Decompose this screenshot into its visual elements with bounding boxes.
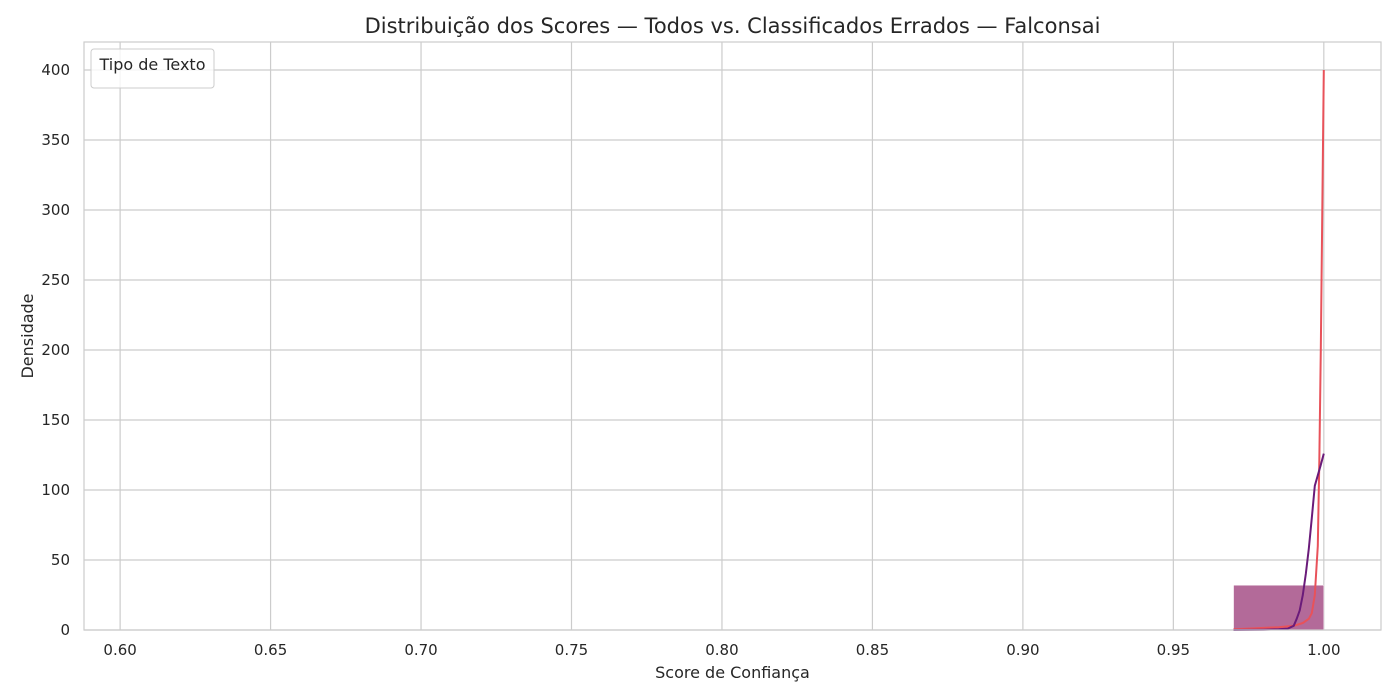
x-tick-label: 0.95 (1157, 641, 1190, 659)
y-tick-label: 300 (41, 201, 70, 219)
y-tick-label: 200 (41, 341, 70, 359)
plot-frame (83, 41, 1382, 631)
legend-box (90, 48, 215, 89)
kde-line-1 (1233, 69, 1325, 631)
x-tick-label: 0.70 (404, 641, 437, 659)
x-tick-label: 0.65 (254, 641, 287, 659)
histogram-bars (1233, 584, 1325, 631)
y-tick-label: 50 (51, 551, 70, 569)
x-tick-label: 0.60 (103, 641, 136, 659)
x-tick-label: 0.90 (1006, 641, 1039, 659)
legend: Tipo de Texto (90, 48, 215, 89)
x-tick-label: 0.75 (555, 641, 588, 659)
x-tick-label: 0.85 (856, 641, 889, 659)
x-tick-label: 1.00 (1307, 641, 1340, 659)
y-tick-label: 100 (41, 481, 70, 499)
kde-line-2 (1233, 453, 1325, 631)
y-tick-label: 250 (41, 271, 70, 289)
y-axis-label: Densidade (18, 293, 37, 378)
x-tick-label: 0.80 (705, 641, 738, 659)
histogram-bar (1233, 584, 1325, 631)
chart-title: Distribuição dos Scores — Todos vs. Clas… (364, 14, 1101, 38)
legend-title: Tipo de Texto (99, 55, 206, 74)
x-axis-label: Score de Confiança (655, 663, 810, 682)
y-tick-label: 0 (60, 621, 70, 639)
y-axis-ticks: 0 50 100 150 200 250 300 350 400 (41, 61, 70, 639)
y-tick-label: 150 (41, 411, 70, 429)
y-tick-label: 400 (41, 61, 70, 79)
grid-lines (84, 42, 1381, 631)
x-axis-ticks: 0.60 0.65 0.70 0.75 0.80 0.85 0.90 0.95 1.00 (103, 641, 1340, 659)
y-tick-label: 350 (41, 131, 70, 149)
kde-lines (1233, 69, 1325, 631)
